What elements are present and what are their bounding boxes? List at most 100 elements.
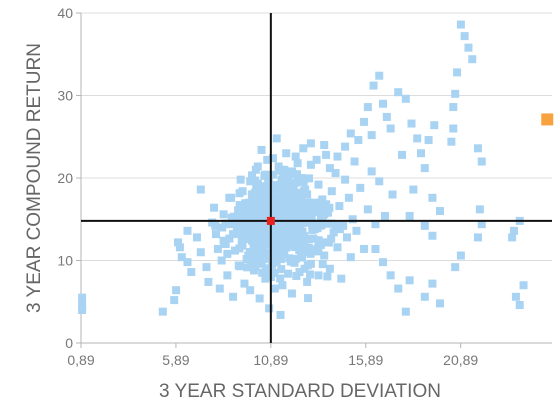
data-point xyxy=(223,249,232,258)
data-point xyxy=(243,263,252,272)
data-point xyxy=(284,172,293,181)
data-point xyxy=(386,124,395,133)
data-point xyxy=(253,179,262,188)
data-point xyxy=(255,294,264,303)
data-point xyxy=(299,248,308,257)
data-point xyxy=(312,246,321,255)
data-point xyxy=(263,155,272,164)
data-point xyxy=(223,271,232,280)
data-point xyxy=(477,157,486,166)
data-point xyxy=(303,213,312,222)
data-point xyxy=(428,193,437,202)
data-point xyxy=(278,231,287,240)
data-point xyxy=(264,266,273,275)
data-point xyxy=(249,198,258,207)
y-tick-label: 30 xyxy=(57,88,73,104)
data-point xyxy=(303,243,312,252)
data-point xyxy=(420,164,429,173)
data-point xyxy=(456,20,465,29)
data-point xyxy=(420,221,429,230)
data-point xyxy=(473,144,482,153)
data-point xyxy=(248,204,257,213)
data-point xyxy=(314,180,323,189)
data-point xyxy=(268,205,277,214)
data-point xyxy=(196,248,205,257)
data-point xyxy=(277,265,286,274)
data-point xyxy=(229,230,238,239)
data-point xyxy=(339,221,348,230)
data-point xyxy=(229,292,238,301)
data-point xyxy=(280,165,289,174)
data-point xyxy=(265,304,274,313)
data-point xyxy=(268,170,277,179)
data-point xyxy=(255,243,264,252)
data-point xyxy=(240,235,249,244)
data-point xyxy=(202,263,211,272)
data-point xyxy=(276,274,285,283)
data-point xyxy=(280,174,289,183)
data-point xyxy=(341,142,350,151)
data-point xyxy=(187,268,196,277)
data-point xyxy=(272,258,281,267)
data-point xyxy=(428,279,437,288)
outlier-point xyxy=(541,113,554,126)
data-point xyxy=(282,149,291,158)
data-point xyxy=(379,258,388,267)
data-point xyxy=(318,260,327,269)
data-point xyxy=(303,200,312,209)
data-point xyxy=(261,211,270,220)
gridlines xyxy=(81,12,552,261)
data-point xyxy=(286,236,295,245)
data-point xyxy=(308,223,317,232)
data-point xyxy=(333,152,342,161)
data-point xyxy=(219,236,228,245)
data-point xyxy=(473,233,482,242)
data-point xyxy=(248,236,257,245)
highlighted-point xyxy=(266,216,275,225)
data-point xyxy=(244,251,253,260)
data-point xyxy=(270,268,279,277)
data-point xyxy=(306,259,315,268)
data-point xyxy=(288,230,297,239)
data-point xyxy=(301,185,310,194)
data-point xyxy=(346,253,355,262)
data-point xyxy=(258,268,267,277)
data-point xyxy=(299,144,308,153)
data-point xyxy=(292,229,301,238)
data-point xyxy=(296,193,305,202)
data-point xyxy=(519,281,528,290)
data-point xyxy=(248,228,257,237)
data-point xyxy=(331,221,340,230)
data-point xyxy=(78,306,87,314)
data-point xyxy=(354,136,363,145)
data-point xyxy=(255,202,264,211)
data-point xyxy=(225,234,234,243)
data-point xyxy=(300,264,309,273)
data-point xyxy=(170,296,179,305)
data-point xyxy=(293,200,302,209)
data-point xyxy=(268,260,277,269)
data-point xyxy=(276,310,285,319)
data-point xyxy=(303,190,312,199)
data-point xyxy=(274,238,283,247)
data-point xyxy=(341,175,350,184)
data-point xyxy=(304,218,313,227)
data-point xyxy=(325,164,334,173)
data-point xyxy=(215,284,224,293)
data-point xyxy=(449,124,458,133)
data-point xyxy=(297,230,306,239)
data-point xyxy=(320,141,329,149)
data-point xyxy=(291,188,300,197)
data-point xyxy=(268,181,277,190)
x-tick-label: 20,89 xyxy=(443,352,478,368)
data-point xyxy=(246,177,255,186)
data-point xyxy=(342,233,351,242)
data-point xyxy=(242,221,251,230)
data-point xyxy=(312,155,321,164)
data-point xyxy=(78,293,87,302)
data-point xyxy=(398,150,407,159)
data-point xyxy=(183,226,192,235)
data-point xyxy=(279,227,288,236)
data-point xyxy=(367,167,376,176)
